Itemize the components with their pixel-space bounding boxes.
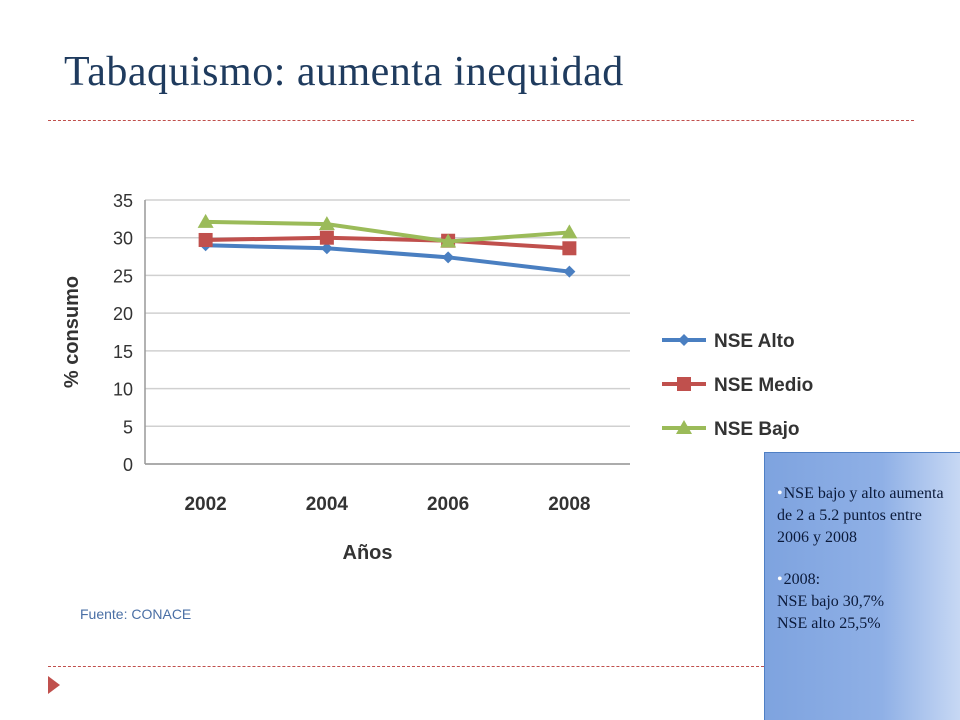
data-point [198,232,213,247]
y-tick-label: 15 [113,342,133,362]
y-tick-label: 35 [113,191,133,211]
legend-marker [678,334,690,346]
x-tick-label: 2004 [306,494,349,515]
top-divider [48,120,914,121]
data-point [319,230,334,245]
y-axis-title: % consumo [61,276,83,388]
y-tick-label: 20 [113,304,133,324]
y-tick-label: 25 [113,266,133,286]
y-tick-label: 10 [113,380,133,400]
y-tick-label: 5 [123,417,133,437]
annotation-paragraph-2: 2008: NSE bajo 30,7% NSE alto 25,5% [777,569,954,635]
y-tick-label: 0 [123,455,133,475]
y-tick-label: 30 [113,229,133,249]
source-note: Fuente: CONACE [80,606,192,622]
line-chart: 0 5 10 15 20 25 30 35 2002 2004 2006 2008 Años % cons… [40,160,860,600]
legend-label: NSE Alto [714,331,795,352]
data-point [442,251,455,264]
annotation-box: NSE bajo y alto aumenta de 2 a 5.2 punto… [764,452,960,720]
legend-marker [676,420,692,434]
chart-svg: 0 5 10 15 20 25 30 35 2002 2004 2006 2008 Años % cons… [61,191,813,564]
data-point [197,213,214,228]
x-axis-title: Años [343,542,393,564]
series-line-0 [205,243,570,274]
x-tick-label: 2002 [184,494,226,515]
series-line-2 [205,219,570,244]
data-point [320,242,333,255]
series-line-1 [205,235,570,251]
data-point [561,224,578,239]
data-point [318,216,335,231]
slide-title: Tabaquismo: aumenta inequidad [64,49,624,95]
triangle-bullet-icon [48,676,60,694]
legend-label: NSE Bajo [714,419,800,440]
data-point [562,241,577,256]
legend-marker [677,377,691,391]
bottom-divider [48,666,764,667]
data-point [563,265,576,278]
x-tick-label: 2006 [427,494,469,515]
annotation-paragraph-1: NSE bajo y alto aumenta de 2 a 5.2 punto… [777,483,954,549]
x-tick-label: 2008 [548,494,590,515]
data-point [440,233,457,248]
legend-label: NSE Medio [714,375,813,396]
